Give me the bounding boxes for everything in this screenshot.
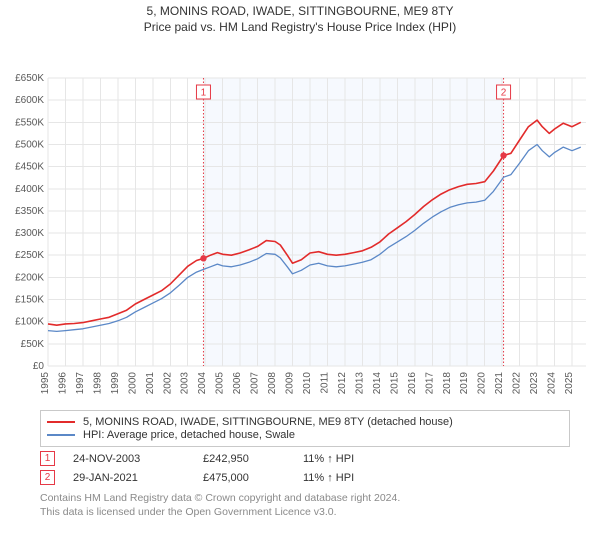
legend: 5, MONINS ROAD, IWADE, SITTINGBOURNE, ME… — [40, 410, 570, 447]
legend-label: HPI: Average price, detached house, Swal… — [83, 429, 295, 441]
event-date: 24-NOV-2003 — [73, 453, 203, 465]
svg-text:2023: 2023 — [529, 372, 540, 395]
event-delta: 11% ↑ HPI — [303, 453, 354, 465]
svg-text:£550K: £550K — [15, 117, 44, 128]
svg-text:2024: 2024 — [547, 372, 558, 395]
svg-text:2022: 2022 — [512, 372, 523, 395]
svg-text:1996: 1996 — [57, 372, 68, 395]
copyright-line-2: This data is licensed under the Open Gov… — [40, 505, 570, 519]
svg-text:2025: 2025 — [564, 372, 575, 395]
svg-text:£50K: £50K — [21, 339, 45, 350]
svg-text:2: 2 — [501, 88, 507, 99]
svg-text:2017: 2017 — [424, 372, 435, 395]
svg-text:2010: 2010 — [302, 372, 313, 395]
svg-text:2007: 2007 — [250, 372, 261, 395]
title-block: 5, MONINS ROAD, IWADE, SITTINGBOURNE, ME… — [0, 0, 600, 34]
svg-text:£200K: £200K — [15, 272, 44, 283]
event-price: £242,950 — [203, 453, 303, 465]
copyright: Contains HM Land Registry data © Crown c… — [40, 491, 570, 519]
title-line-2: Price paid vs. HM Land Registry's House … — [0, 20, 600, 34]
line-chart: £0 £50K £100K £150K £200K £250K £300K £350K £400… — [0, 34, 600, 404]
title-line-1: 5, MONINS ROAD, IWADE, SITTINGBOURNE, ME… — [0, 4, 600, 18]
copyright-line-1: Contains HM Land Registry data © Crown c… — [40, 491, 570, 505]
svg-text:£400K: £400K — [15, 184, 44, 195]
event-marker: 2 — [40, 470, 55, 485]
svg-text:2011: 2011 — [319, 372, 330, 394]
svg-text:£250K: £250K — [15, 250, 44, 261]
svg-text:1999: 1999 — [110, 372, 121, 395]
svg-text:2009: 2009 — [285, 372, 296, 395]
svg-text:2013: 2013 — [354, 372, 365, 395]
svg-text:£100K: £100K — [15, 317, 44, 328]
svg-text:2016: 2016 — [407, 372, 418, 395]
svg-text:2001: 2001 — [145, 372, 156, 395]
svg-text:£650K: £650K — [15, 73, 44, 84]
svg-text:2005: 2005 — [215, 372, 226, 395]
legend-label: 5, MONINS ROAD, IWADE, SITTINGBOURNE, ME… — [83, 416, 453, 428]
event-marker: 1 — [40, 451, 55, 466]
event-delta: 11% ↑ HPI — [303, 472, 354, 484]
svg-text:2015: 2015 — [389, 372, 400, 395]
svg-text:£450K: £450K — [15, 162, 44, 173]
svg-text:2018: 2018 — [442, 372, 453, 395]
svg-text:2020: 2020 — [477, 372, 488, 395]
svg-text:2012: 2012 — [337, 372, 348, 395]
svg-text:2004: 2004 — [197, 372, 208, 395]
event-price: £475,000 — [203, 472, 303, 484]
svg-text:2006: 2006 — [232, 372, 243, 395]
svg-text:2019: 2019 — [459, 372, 470, 395]
svg-text:1997: 1997 — [75, 372, 86, 395]
svg-text:1995: 1995 — [40, 372, 51, 395]
legend-item: HPI: Average price, detached house, Swal… — [47, 429, 563, 441]
svg-text:£500K: £500K — [15, 139, 44, 150]
event-date: 29-JAN-2021 — [73, 472, 203, 484]
svg-text:2008: 2008 — [267, 372, 278, 395]
chart-area: £0 £50K £100K £150K £200K £250K £300K £350K £400… — [0, 34, 600, 404]
svg-text:£350K: £350K — [15, 206, 44, 217]
event-row: 1 24-NOV-2003£242,95011% ↑ HPI — [40, 451, 570, 466]
event-row: 2 29-JAN-2021£475,00011% ↑ HPI — [40, 470, 570, 485]
legend-swatch — [47, 421, 75, 423]
legend-item: 5, MONINS ROAD, IWADE, SITTINGBOURNE, ME… — [47, 416, 563, 428]
svg-text:1: 1 — [201, 88, 207, 99]
svg-text:2000: 2000 — [127, 372, 138, 395]
svg-text:2021: 2021 — [494, 372, 505, 395]
legend-swatch — [47, 434, 75, 436]
event-list: 1 24-NOV-2003£242,95011% ↑ HPI 2 29-JAN-202… — [40, 451, 570, 485]
svg-text:£600K: £600K — [15, 95, 44, 106]
svg-text:2002: 2002 — [162, 372, 173, 395]
svg-text:2003: 2003 — [180, 372, 191, 395]
svg-text:£300K: £300K — [15, 228, 44, 239]
svg-text:£150K: £150K — [15, 295, 44, 306]
svg-text:2014: 2014 — [372, 372, 383, 395]
figure-container: 5, MONINS ROAD, IWADE, SITTINGBOURNE, ME… — [0, 0, 600, 519]
svg-text:1998: 1998 — [92, 372, 103, 395]
svg-text:£0: £0 — [33, 361, 45, 372]
